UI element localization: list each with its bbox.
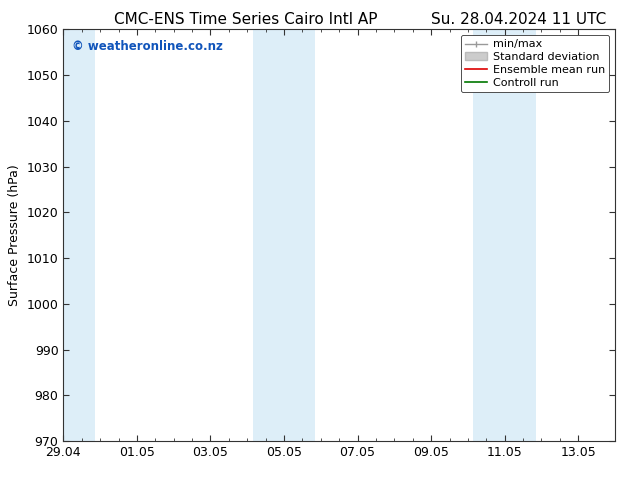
Bar: [474, 29, 536, 441]
Legend: min/max, Standard deviation, Ensemble mean run, Controll run: min/max, Standard deviation, Ensemble me…: [460, 35, 609, 92]
Text: © weatheronline.co.nz: © weatheronline.co.nz: [72, 40, 223, 53]
Y-axis label: Surface Pressure (hPa): Surface Pressure (hPa): [8, 164, 21, 306]
Text: Su. 28.04.2024 11 UTC: Su. 28.04.2024 11 UTC: [431, 12, 606, 27]
Text: CMC-ENS Time Series Cairo Intl AP: CMC-ENS Time Series Cairo Intl AP: [114, 12, 378, 27]
Bar: [253, 29, 315, 441]
Bar: [61, 29, 94, 441]
